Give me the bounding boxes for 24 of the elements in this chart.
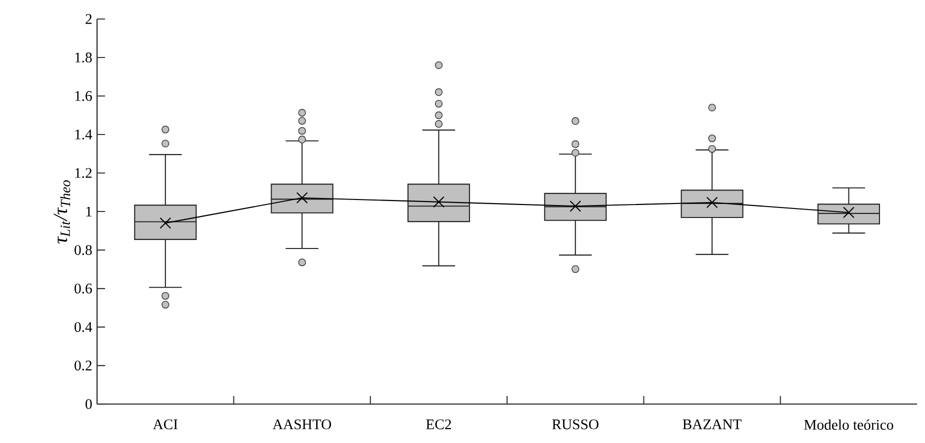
point — [570, 200, 582, 212]
y-tick-label: 0.4 — [74, 322, 92, 332]
point — [433, 196, 444, 208]
point — [160, 217, 172, 229]
x-tick-label: EC2 — [426, 419, 451, 430]
point — [296, 192, 308, 204]
y-tick-label: 0 — [86, 399, 92, 410]
point — [706, 196, 718, 208]
x-tick-label: AASHTO — [272, 419, 332, 430]
y-tick-label: 1.6 — [75, 91, 92, 101]
y-tick-label: 0.8 — [74, 245, 92, 256]
x-tick-label: ACI — [152, 419, 178, 430]
y-tick-label: 2 — [86, 14, 92, 24]
x-tick-label: BAZANT — [682, 419, 742, 430]
y-axis-title: τ$_{Lit}$/τ$_{Theo}$ — [54, 180, 70, 244]
x-tick-label: Modelo teórico — [804, 419, 894, 430]
x-tick-label: RUSSO — [552, 419, 598, 430]
y-tick-label: 1.4 — [75, 130, 92, 140]
y-tick-label: 0.6 — [74, 284, 92, 294]
y-tick-label: 1.2 — [75, 168, 92, 178]
y-tick-label: 1 — [86, 206, 92, 216]
y-tick-label: 1.8 — [75, 52, 92, 62]
y-tick-label: 0.2 — [74, 360, 92, 371]
point — [843, 206, 854, 218]
